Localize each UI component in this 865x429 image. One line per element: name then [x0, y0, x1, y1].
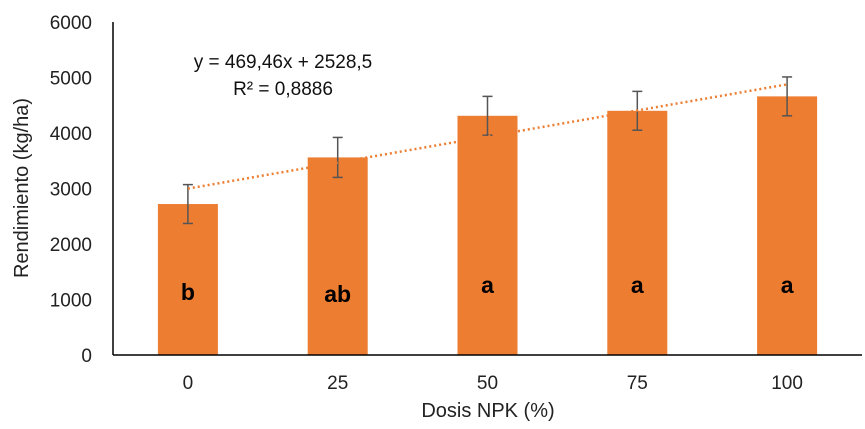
trendline-equation: y = 469,46x + 2528,5	[194, 52, 373, 73]
error-bar-50	[482, 95, 493, 136]
x-tick-label: 50	[477, 373, 498, 394]
y-axis-label: Rendimiento (kg/ha)	[11, 98, 33, 278]
bar-0	[157, 204, 218, 355]
bar-100	[757, 96, 818, 356]
x-tick-label: 100	[771, 373, 803, 394]
trendline-r-squared: R² = 0,8886	[233, 79, 333, 100]
x-axis-label: Dosis NPK (%)	[421, 400, 554, 422]
y-tick-label: 4000	[50, 124, 92, 145]
significance-letters: b ab a a a	[181, 272, 794, 307]
y-tick-label: 5000	[50, 69, 92, 90]
significance-letter: ab	[324, 281, 351, 307]
y-tick-label: 3000	[50, 180, 92, 201]
trendline-line	[187, 83, 788, 190]
y-axis-ticks: 0 1000 2000 3000 4000 5000 6000	[50, 13, 92, 367]
error-bar-25	[332, 136, 343, 179]
error-bar-0	[182, 183, 193, 225]
significance-letter: b	[181, 279, 195, 305]
y-tick-label: 2000	[50, 235, 92, 256]
y-tick-label: 6000	[50, 13, 92, 34]
significance-letter: a	[481, 272, 494, 298]
y-tick-label: 1000	[50, 291, 92, 312]
significance-letter: a	[631, 272, 644, 298]
x-tick-label: 25	[327, 373, 348, 394]
axes	[112, 22, 862, 356]
bars	[157, 96, 818, 356]
x-tick-label: 0	[183, 373, 194, 394]
bar-25	[307, 157, 368, 355]
significance-letter: a	[781, 272, 794, 298]
trendline	[187, 83, 788, 190]
bar-75	[607, 110, 668, 355]
x-tick-label: 75	[627, 373, 648, 394]
bar-50	[457, 115, 518, 355]
x-axis-ticks: 0 25 50 75 100	[183, 373, 803, 394]
error-bar-100	[782, 76, 793, 117]
y-tick-label: 0	[81, 346, 92, 367]
